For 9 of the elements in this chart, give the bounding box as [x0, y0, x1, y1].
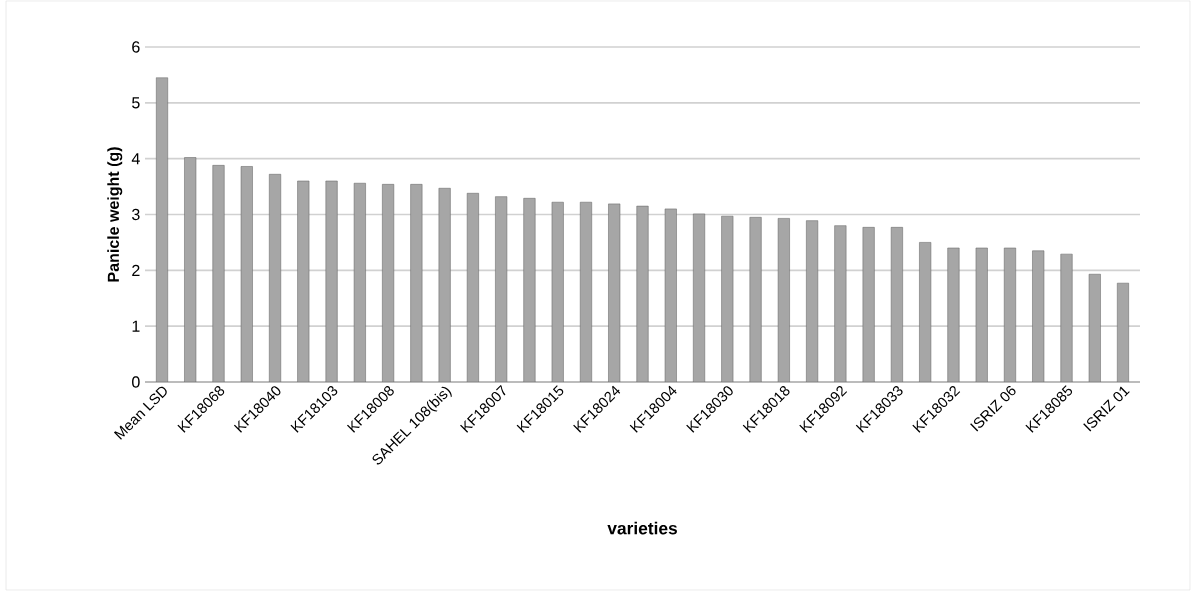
y-tick-label: 1 — [132, 320, 140, 332]
y-tick-label: 2 — [132, 264, 140, 276]
y-tick-label: 6 — [132, 41, 140, 53]
y-tick-label: 0 — [132, 376, 140, 388]
x-axis-title: varieties — [607, 521, 677, 535]
y-axis-title: Panicle weight (g) — [107, 147, 123, 282]
y-tick-label: 3 — [132, 208, 140, 221]
y-tick-label: 4 — [131, 153, 140, 165]
y-tick-label: 5 — [132, 97, 140, 109]
